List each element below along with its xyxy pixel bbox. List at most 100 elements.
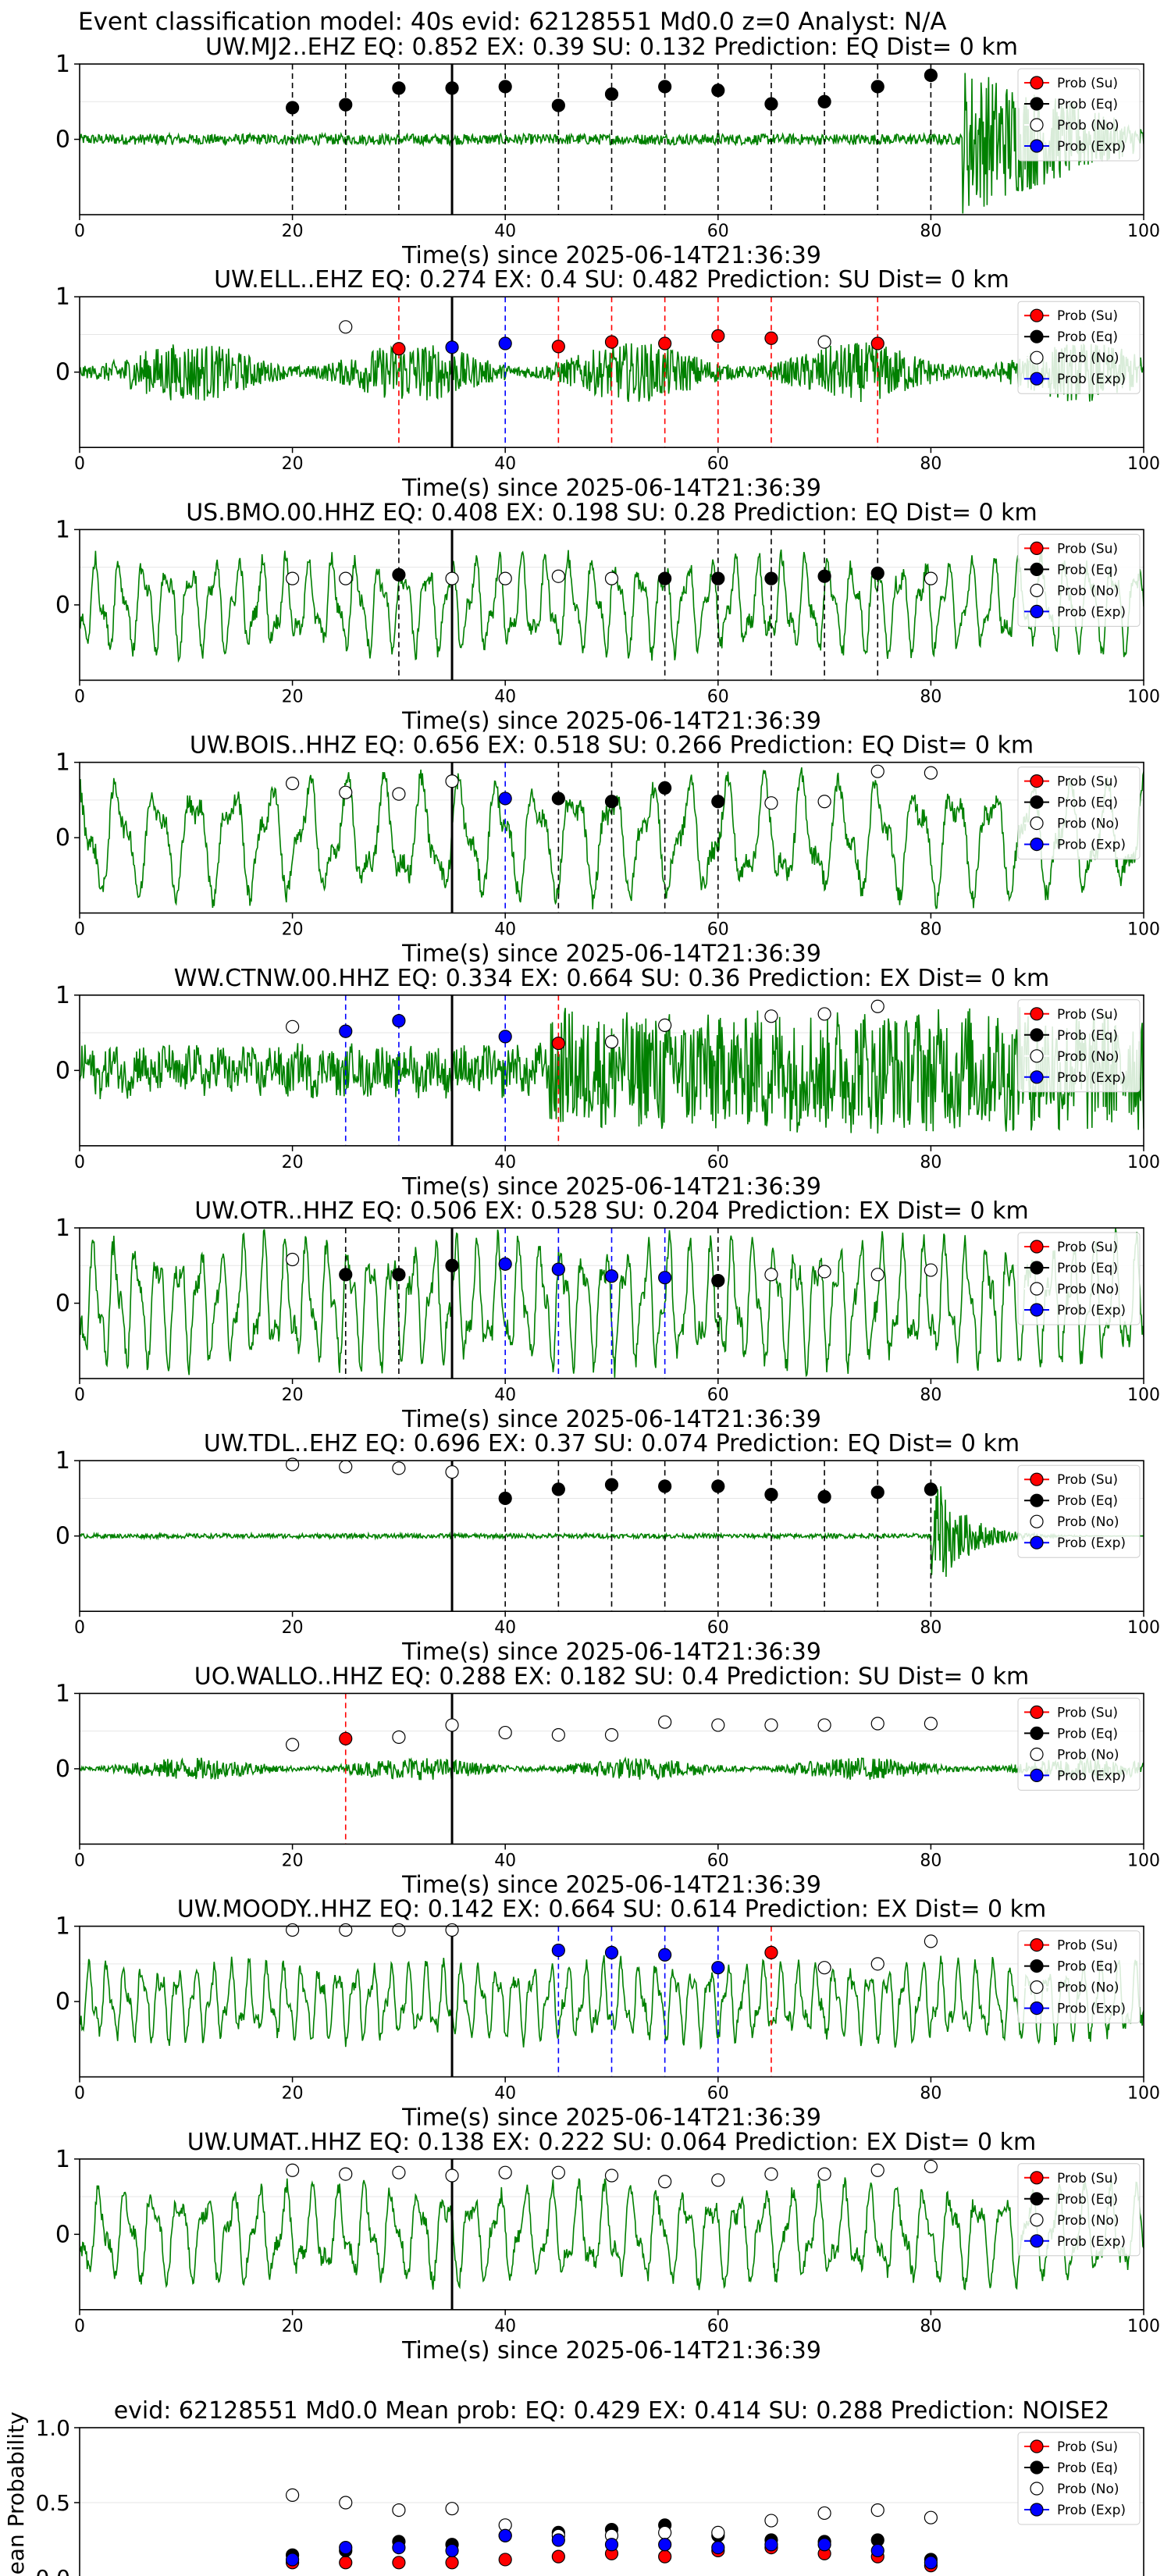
legend: Prob (Su) Prob (Eq) Prob (No) Prob (Exp) <box>1018 2432 1140 2524</box>
probability-point-exp <box>393 1015 405 1027</box>
probability-point-no <box>287 572 299 585</box>
probability-point-no <box>924 767 937 779</box>
mean-point-exp <box>552 2534 564 2546</box>
probability-point-no <box>552 2166 564 2179</box>
legend-label: Prob (Exp) <box>1057 1303 1126 1318</box>
probability-point-eq <box>818 95 831 108</box>
x-tick-label: 20 <box>282 2317 304 2336</box>
legend-label: Prob (Eq) <box>1057 329 1118 345</box>
legend-marker-exp <box>1030 372 1043 385</box>
probability-point-su <box>340 1732 352 1745</box>
probability-point-eq <box>871 80 884 93</box>
waveform-trace <box>80 1007 1144 1133</box>
y-axis-label: Mean Probability <box>3 2411 29 2576</box>
probability-point-no <box>924 1935 937 1948</box>
legend-label: Prob (No) <box>1057 2213 1119 2229</box>
y-tick-label: 1 <box>55 1447 70 1475</box>
probability-point-eq <box>818 1491 831 1503</box>
legend-marker-eq <box>1030 1261 1043 1274</box>
x-tick-label: 100 <box>1127 1153 1160 1172</box>
probability-point-eq <box>499 1492 511 1504</box>
probability-point-su <box>552 1037 564 1050</box>
legend-label: Prob (Exp) <box>1057 372 1126 387</box>
probability-point-no <box>606 1728 618 1741</box>
legend-label: Prob (No) <box>1057 1049 1119 1065</box>
y-tick-label: 0 <box>55 1756 70 1783</box>
legend-marker-su <box>1030 1473 1043 1485</box>
mean-point-su <box>446 2556 458 2569</box>
probability-point-eq <box>552 792 564 805</box>
x-tick-label: 100 <box>1127 2317 1160 2336</box>
probability-point-no <box>659 2176 671 2188</box>
probability-point-no <box>287 1020 299 1033</box>
mean-point-no <box>340 2496 352 2509</box>
probability-point-no <box>924 1264 937 1276</box>
legend-marker-exp <box>1030 1071 1043 1083</box>
legend-label: Prob (Exp) <box>1057 2001 1126 2017</box>
x-tick-label: 60 <box>707 687 729 706</box>
probability-point-eq <box>765 1489 778 1501</box>
probability-point-no <box>924 572 937 585</box>
legend-marker-su <box>1030 1706 1043 1718</box>
probability-point-no <box>606 572 618 585</box>
legend-label: Prob (Su) <box>1057 2439 1118 2455</box>
x-tick-label: 100 <box>1127 687 1160 706</box>
mean-point-su <box>393 2556 405 2569</box>
legend-label: Prob (No) <box>1057 1980 1119 1996</box>
mean-point-no <box>924 2511 937 2524</box>
probability-point-eq <box>393 82 405 94</box>
probability-point-eq <box>871 567 884 579</box>
probability-point-no <box>712 2174 724 2186</box>
panels-container: UW.MJ2..EHZ EQ: 0.852 EX: 0.39 SU: 0.132… <box>3 34 1160 2576</box>
legend-label: Prob (Su) <box>1057 2171 1118 2186</box>
x-tick-label: 100 <box>1127 1618 1160 1638</box>
legend-label: Prob (Exp) <box>1057 139 1126 155</box>
probability-point-eq <box>924 69 937 81</box>
mean-point-no <box>659 2526 671 2539</box>
x-tick-label: 20 <box>282 687 304 706</box>
legend-marker-su <box>1030 2172 1043 2184</box>
x-tick-label: 60 <box>707 2317 729 2336</box>
legend-label: Prob (No) <box>1057 2482 1119 2497</box>
legend-marker-su <box>1030 1939 1043 1952</box>
probability-point-eq <box>924 1483 937 1496</box>
legend-label: Prob (Eq) <box>1057 2192 1118 2208</box>
mean-point-no <box>712 2526 724 2539</box>
probability-point-eq <box>340 1268 352 1281</box>
x-tick-label: 100 <box>1127 454 1160 474</box>
probability-point-no <box>606 1036 618 1048</box>
probability-point-su <box>712 329 724 342</box>
probability-point-eq <box>606 795 618 808</box>
mean-point-exp <box>712 2542 724 2554</box>
probability-point-exp <box>499 337 511 350</box>
x-tick-label: 0 <box>74 1618 85 1638</box>
legend-label: Prob (Eq) <box>1057 562 1118 578</box>
probability-point-no <box>446 775 458 788</box>
probability-point-no <box>818 1962 831 1974</box>
legend-marker-eq <box>1030 98 1043 110</box>
probability-point-no <box>871 1958 884 1970</box>
legend-label: Prob (Exp) <box>1057 838 1126 853</box>
probability-point-no <box>393 2166 405 2179</box>
probability-point-no <box>871 1268 884 1281</box>
panel-title: UW.ELL..EHZ EQ: 0.274 EX: 0.4 SU: 0.482 … <box>214 266 1009 294</box>
probability-point-no <box>765 1010 778 1023</box>
panel-title: UW.UMAT..HHZ EQ: 0.138 EX: 0.222 SU: 0.0… <box>187 2129 1037 2156</box>
mean-point-exp <box>818 2539 831 2551</box>
x-tick-label: 20 <box>282 1618 304 1638</box>
y-tick-label: 1 <box>55 982 70 1009</box>
x-axis-label: Time(s) since 2025-06-14T21:36:39 <box>401 475 821 502</box>
probability-point-exp <box>499 792 511 805</box>
legend-label: Prob (Eq) <box>1057 1726 1118 1742</box>
legend-marker-eq <box>1030 1029 1043 1041</box>
probability-point-no <box>606 2169 618 2182</box>
mean-point-exp <box>393 2542 405 2554</box>
probability-point-no <box>818 2168 831 2180</box>
legend-marker-exp <box>1030 1769 1043 1781</box>
legend-label: Prob (Su) <box>1057 1240 1118 1255</box>
x-tick-label: 20 <box>282 222 304 241</box>
mean-point-exp <box>340 2542 352 2554</box>
legend-marker-su <box>1030 775 1043 788</box>
legend: Prob (Su) Prob (Eq) Prob (No) Prob (Exp) <box>1018 767 1140 859</box>
probability-point-eq <box>340 98 352 111</box>
